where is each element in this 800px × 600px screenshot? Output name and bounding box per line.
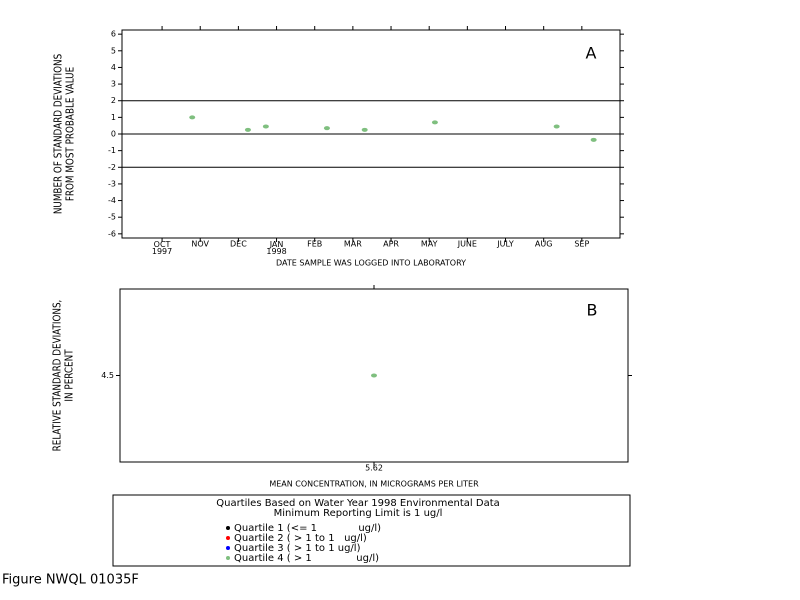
point <box>553 124 560 129</box>
y-tick-label: -5 <box>108 213 116 222</box>
y-axis-label: RELATIVE STANDARD DEVIATIONS, <box>51 300 63 452</box>
point <box>431 120 438 125</box>
legend-title: Minimum Reporting Limit is 1 ug/l <box>274 508 443 519</box>
point <box>590 137 597 142</box>
x-tick-label: APR <box>383 240 399 249</box>
x-tick-label: JULY <box>496 240 514 249</box>
x-tick-label: AUG <box>535 240 553 249</box>
y-tick-label: 4.5 <box>101 371 114 380</box>
legend-marker <box>226 536 230 540</box>
legend-label: Quartile 3 ( > 1 to 1 ug/l) <box>234 543 361 554</box>
x-tick-label: SEP <box>574 240 589 249</box>
point <box>361 127 368 132</box>
legend-box <box>112 494 631 567</box>
x-tick-label: OCT 1997 <box>152 240 172 256</box>
x-tick-label-line: OCT <box>154 240 171 249</box>
x-tick-label: MAR <box>344 240 362 249</box>
x-tick-label-line: 1997 <box>152 247 172 256</box>
x-tick-label: MAY <box>421 240 438 249</box>
x-tick-label: DEC <box>230 240 247 249</box>
y-axis-label: FROM MOST PROBABLE VALUE <box>64 67 76 201</box>
legend-title: Quartiles Based on Water Year 1998 Envir… <box>216 498 500 509</box>
y-tick-label: -1 <box>108 146 116 155</box>
legend-marker <box>226 526 230 530</box>
y-tick-label: 0 <box>111 130 116 139</box>
y-tick-label: 6 <box>111 30 116 39</box>
y-tick-label: 1 <box>111 113 116 122</box>
y-axis-label: IN PERCENT <box>63 349 75 402</box>
x-tick-label-line: JAN <box>269 240 284 249</box>
y-tick-label: 4 <box>111 63 116 72</box>
y-tick-label: 3 <box>111 80 116 89</box>
x-tick-label: NOV <box>191 240 209 249</box>
legend-marker <box>226 556 230 560</box>
x-tick-label: JAN 1998 <box>266 240 286 256</box>
legend-label: Quartile 2 ( > 1 to 1 ug/l) <box>234 533 367 544</box>
x-tick-label: 5.62 <box>365 464 383 473</box>
x-tick-label-line: 1998 <box>266 247 286 256</box>
legend-marker <box>226 546 230 550</box>
y-tick-label: -2 <box>108 163 116 172</box>
y-tick-label: -4 <box>108 196 116 205</box>
y-tick-label: 2 <box>111 96 116 105</box>
footer: Figure NWQL 01035F <box>2 573 139 588</box>
y-tick-label: -6 <box>108 229 116 238</box>
point <box>262 124 269 129</box>
legend-label: Quartile 1 (<= 1 ug/l) <box>234 523 381 534</box>
x-tick-label: FEB <box>307 240 322 249</box>
x-axis-label: MEAN CONCENTRATION, IN MICROGRAMS PER LI… <box>269 480 479 489</box>
legend-label: Quartile 4 ( > 1 ug/l) <box>234 553 379 564</box>
x-tick-label: JUNE <box>457 240 477 249</box>
y-axis-label: NUMBER OF STANDARD DEVIATIONS <box>52 54 64 214</box>
point <box>371 373 377 378</box>
y-tick-label: -3 <box>108 179 116 188</box>
point <box>244 127 251 132</box>
panel-label: B <box>587 301 598 320</box>
point <box>189 115 196 120</box>
panel-label: A <box>586 44 597 63</box>
y-tick-label: 5 <box>111 46 116 55</box>
x-axis-label: DATE SAMPLE WAS LOGGED INTO LABORATORY <box>276 259 466 268</box>
point <box>323 126 330 131</box>
